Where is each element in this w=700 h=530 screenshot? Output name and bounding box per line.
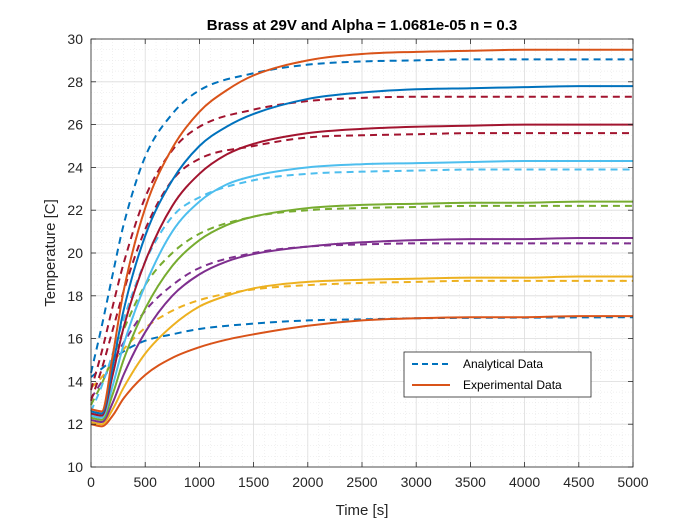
y-tick-label: 18	[67, 288, 83, 304]
y-tick-label: 10	[67, 459, 83, 475]
y-tick-label: 30	[67, 31, 83, 47]
chart-title: Brass at 29V and Alpha = 1.0681e-05 n = …	[207, 17, 517, 34]
experimental-series-line-7	[90, 200, 633, 421]
x-tick-label: 4000	[509, 474, 540, 490]
x-tick-label: 3500	[455, 474, 486, 490]
y-tick-labels: 10 12 14 16 18 20 22 24 26 28 30	[67, 31, 83, 475]
analytical-series-line-10	[90, 132, 633, 401]
series-layer	[90, 48, 634, 428]
x-tick-label: 2000	[292, 474, 323, 490]
x-tick-label: 1000	[184, 474, 215, 490]
y-axis-label: Temperature [C]	[42, 199, 59, 307]
legend-box	[403, 351, 592, 398]
legend-analytical-label: Analytical Data	[463, 357, 543, 371]
experimental-series-line-5	[90, 237, 633, 424]
y-tick-label: 26	[67, 117, 83, 133]
x-tick-label: 500	[134, 474, 158, 490]
x-tick-label: 1500	[238, 474, 269, 490]
y-tick-label: 24	[67, 159, 83, 175]
y-tick-label: 28	[67, 74, 83, 90]
legend-experimental-label: Experimental Data	[463, 378, 562, 392]
y-tick-label: 12	[67, 416, 83, 432]
analytical-series-line-8	[90, 168, 633, 412]
experimental-series-line-15	[90, 48, 633, 413]
x-tick-label: 3000	[401, 474, 432, 490]
y-tick-label: 16	[67, 331, 83, 347]
experimental-series-line-13	[90, 85, 633, 415]
x-axis-label: Time [s]	[336, 502, 389, 519]
analytical-series-line-12	[90, 95, 634, 391]
experimental-series-line-11	[90, 123, 633, 417]
analytical-series-line-4	[90, 242, 633, 400]
legend: Analytical Data Experimental Data	[403, 351, 592, 398]
y-tick-label: 22	[67, 202, 83, 218]
x-tick-label: 4500	[563, 474, 594, 490]
experimental-series-line-9	[90, 159, 633, 419]
x-tick-label: 0	[87, 474, 95, 490]
y-tick-label: 20	[67, 245, 83, 261]
x-tick-label: 2500	[346, 474, 377, 490]
y-tick-label: 14	[67, 373, 83, 389]
experimental-series-line-3	[90, 275, 633, 426]
x-tick-labels: 0 500 1000 1500 2000 2500 3000 3500 4000 4500 5000	[87, 474, 649, 490]
x-tick-label: 5000	[617, 474, 648, 490]
axis-ticks	[90, 38, 634, 468]
experimental-series-line-1	[90, 315, 633, 428]
